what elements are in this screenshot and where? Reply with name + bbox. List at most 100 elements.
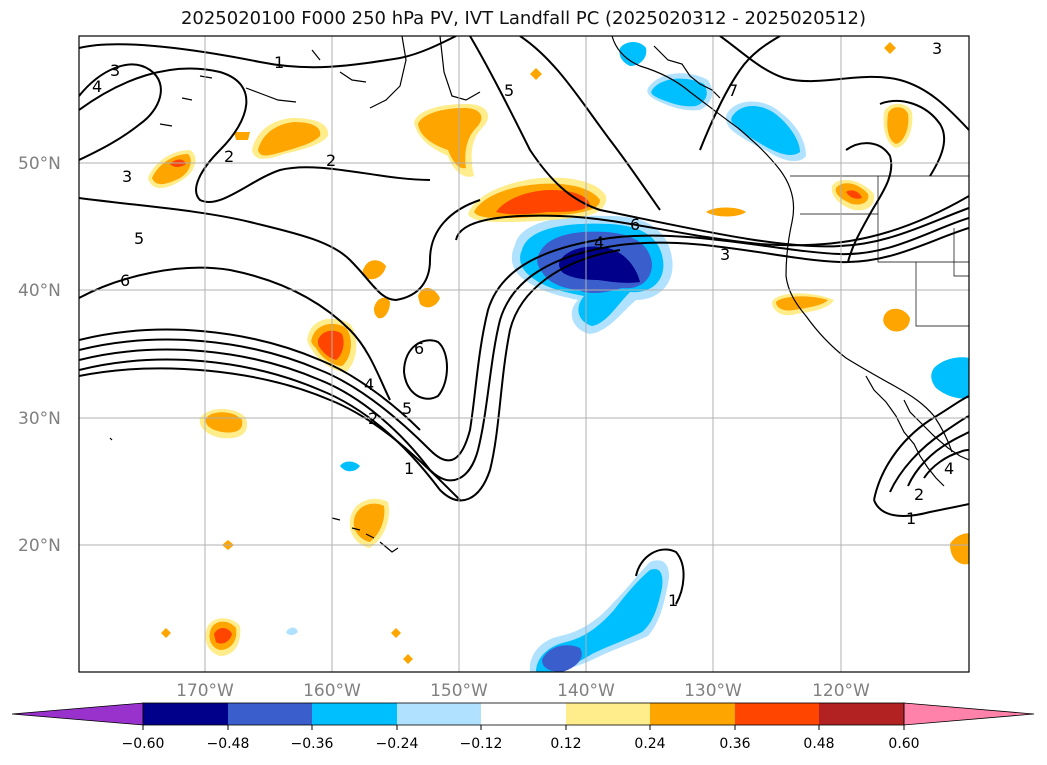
- clabel: 4: [364, 375, 374, 394]
- pos-nw-2-orange: [418, 108, 482, 169]
- contour-ne-2: [879, 99, 946, 177]
- hawaii-islands: [331, 517, 399, 553]
- pos-dot-4: [403, 654, 413, 664]
- colorbar-tick-label: −0.24: [376, 736, 419, 752]
- figure-title: 2025020100 F000 250 hPa PV, IVT Landfall…: [180, 8, 867, 29]
- colorbar-tick-label: 0.36: [719, 736, 750, 752]
- colorbar-tick-label: 0.24: [634, 736, 665, 752]
- pos-cluster-red: [318, 330, 344, 360]
- colorbar-tick-label: 0.12: [550, 736, 581, 752]
- coast-nw-ak: [245, 36, 481, 109]
- lon-label-150: 150°W: [430, 681, 488, 701]
- border-states-1: [877, 176, 969, 263]
- clabel: 4: [92, 77, 102, 96]
- pos-coast-red: [846, 190, 862, 199]
- neg-blob-ak-top: [619, 42, 647, 66]
- lon-label-160: 160°W: [303, 681, 361, 701]
- contour-7: [699, 36, 781, 151]
- neg-small-2: [286, 627, 298, 635]
- contour-south-loop: [635, 548, 685, 605]
- contour-2b: [79, 249, 621, 502]
- pos-sw-1-orange: [205, 412, 243, 433]
- colorbar-segment: [819, 703, 904, 725]
- colorbar-frame: [142, 702, 905, 726]
- lat-label-30: 30°N: [18, 409, 61, 429]
- clabel: 3: [720, 245, 730, 264]
- contour-se-1b: [873, 499, 969, 517]
- lon-label-170: 170°W: [176, 681, 234, 701]
- clabel: 2: [368, 409, 378, 428]
- pos-hawaii-orange: [353, 503, 385, 542]
- colorbar-tick-label: −0.36: [291, 736, 334, 752]
- pos-nw-1-orange: [258, 122, 321, 156]
- contour-3b: [79, 227, 969, 482]
- pos-nv: [883, 308, 910, 332]
- lon-labels: 170°W 160°W 150°W 140°W 130°W 120°W: [176, 681, 870, 701]
- clabel: 1: [668, 591, 678, 610]
- contour-se-3: [907, 431, 969, 487]
- colorbar-segment: [566, 703, 650, 725]
- contour-1-south: [79, 367, 461, 501]
- contour-se-4: [923, 449, 969, 479]
- clabel: 4: [594, 233, 604, 252]
- contour-1c: [719, 36, 969, 131]
- neg-small-hawaii: [340, 461, 360, 472]
- neg-blob-ak-cyan: [651, 78, 707, 107]
- colorbar-segment: [650, 703, 735, 725]
- clabel: 5: [504, 81, 514, 100]
- pos-ca-orange: [776, 296, 828, 311]
- border-states-4: [953, 228, 969, 277]
- colorbar-segment: [481, 703, 566, 725]
- pos-mid-1: [362, 260, 386, 280]
- neg-blob-ne-cyan: [731, 105, 800, 155]
- clabel: 6: [630, 215, 640, 234]
- contour-6b: [455, 195, 969, 247]
- colorbar-segment: [312, 703, 397, 725]
- map-frame: [78, 35, 970, 673]
- clabel: 3: [122, 167, 132, 186]
- pos-ne-orange: [887, 107, 909, 144]
- clabel: 3: [932, 39, 942, 58]
- contour-5c: [469, 36, 969, 248]
- pos-dot-7: [234, 132, 250, 140]
- colorbar-ticks: [142, 725, 905, 730]
- clabel: 2: [224, 147, 234, 166]
- clabel: 6: [414, 339, 424, 358]
- clabel: 5: [402, 399, 412, 418]
- contour-3a: [79, 63, 162, 161]
- pv-contours: [79, 36, 969, 605]
- pos-sw-2-red: [214, 628, 232, 644]
- colorbar-tick-label: −0.48: [207, 736, 250, 752]
- pos-ca2: [706, 207, 746, 217]
- pos-dot-6: [884, 42, 896, 54]
- contour-6-loop: [402, 339, 448, 400]
- contour-1b: [519, 36, 661, 211]
- contour-labels: 1 2 3 4 5 6 2 3 5 6 4 5 6 4 2 1 3 1 2 3 …: [92, 39, 954, 610]
- lat-label-50: 50°N: [18, 154, 61, 174]
- contour-6a: [79, 266, 391, 401]
- neg-east-cyan: [931, 357, 969, 399]
- coast-bc-islands: [653, 45, 721, 99]
- pos-dot-2: [161, 628, 171, 638]
- coast-mexico: [903, 399, 969, 461]
- borders: [790, 175, 969, 327]
- neg-blob-navy: [559, 246, 640, 283]
- colorbar-segment: [143, 703, 228, 725]
- border-states-2: [915, 262, 969, 327]
- clabel: 1: [274, 53, 284, 72]
- colorbar-tick-label: 0.48: [803, 736, 834, 752]
- coast-west-islands: [109, 75, 213, 441]
- colorbar-tick-label: −0.60: [122, 736, 165, 752]
- clabel: 1: [404, 459, 414, 478]
- colorbar-segment: [228, 703, 312, 725]
- pos-mid-2: [374, 297, 390, 319]
- contour-se-1: [873, 395, 969, 501]
- clabel: 6: [120, 271, 130, 290]
- clabel: 7: [728, 81, 738, 100]
- contour-ne-1: [845, 142, 893, 263]
- clabel: 3: [110, 61, 120, 80]
- lon-label-140: 140°W: [557, 681, 615, 701]
- lat-labels: 50°N 40°N 30°N 20°N: [18, 154, 61, 556]
- contour-4a: [79, 217, 969, 462]
